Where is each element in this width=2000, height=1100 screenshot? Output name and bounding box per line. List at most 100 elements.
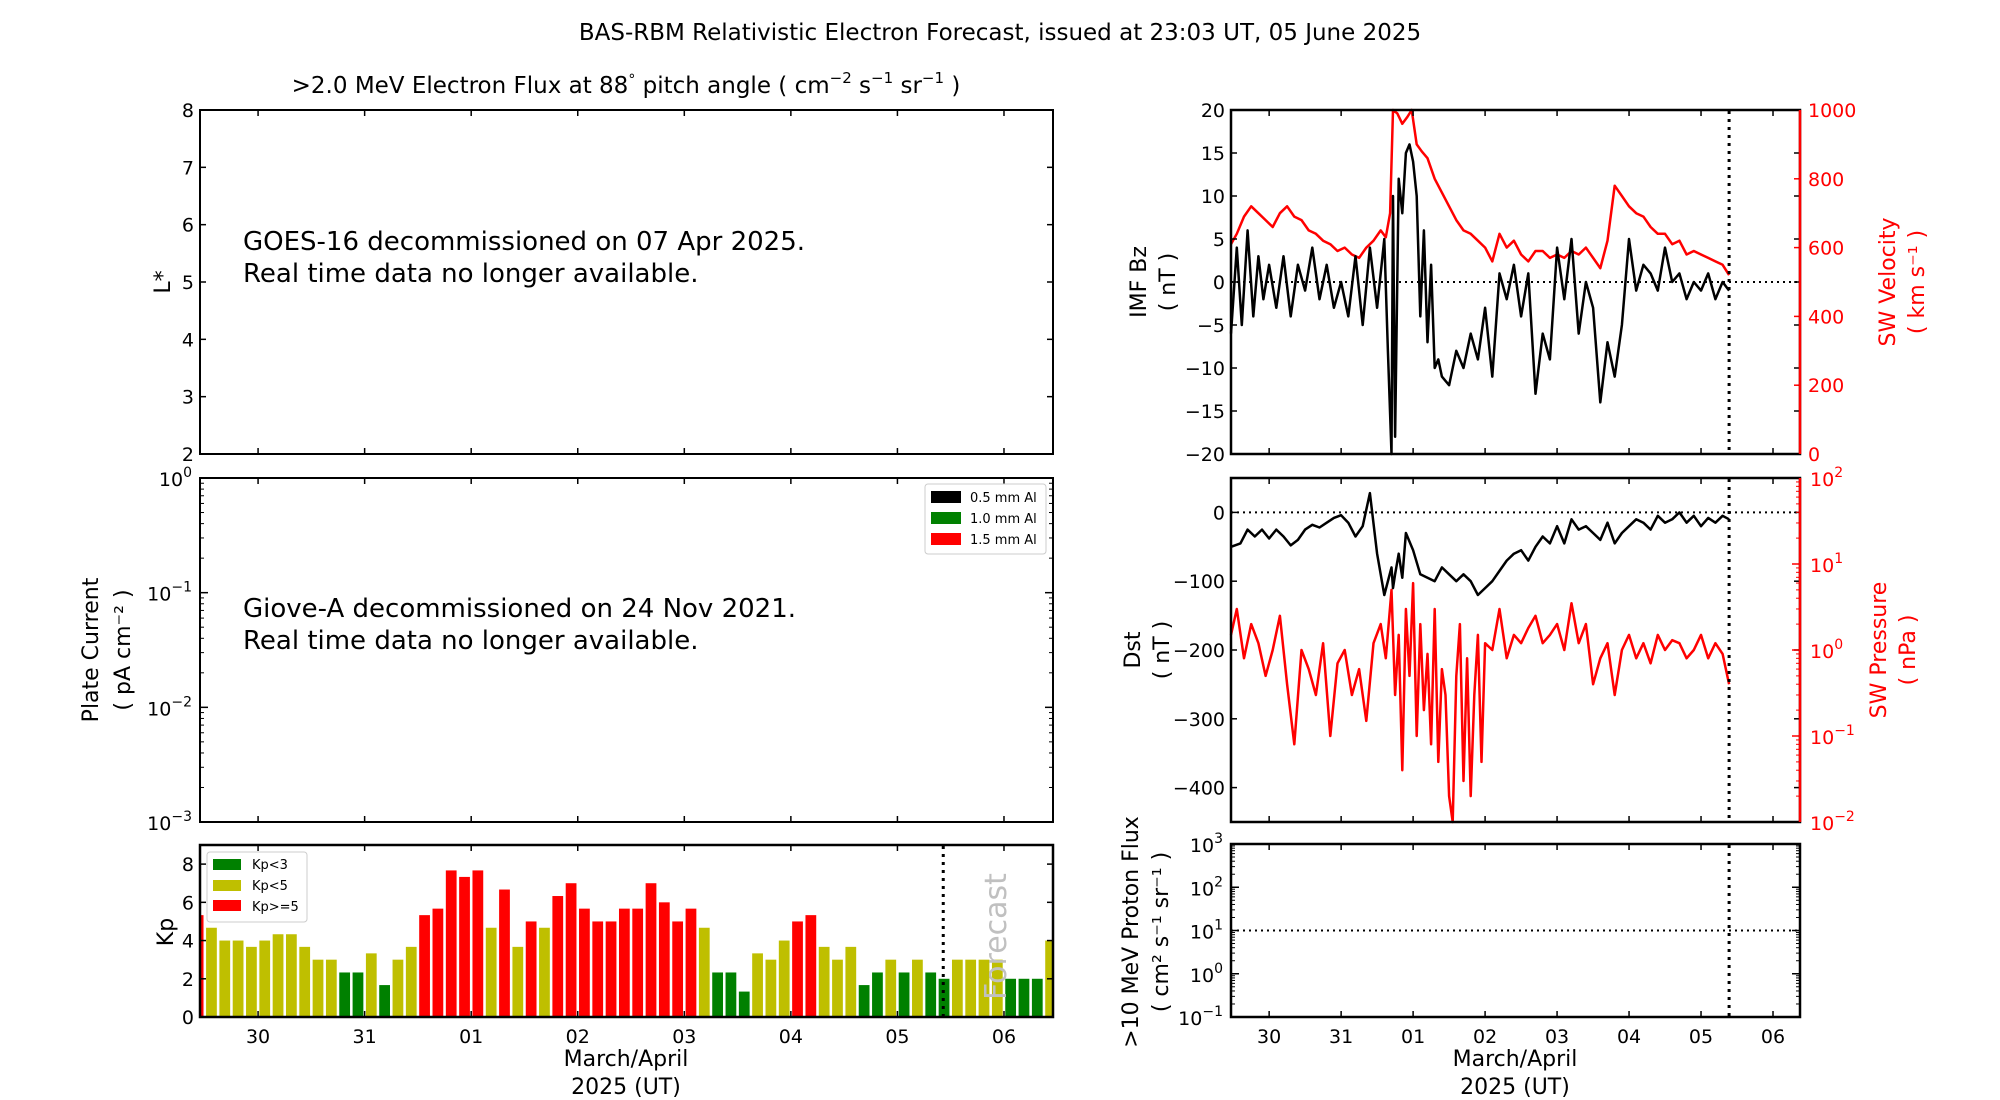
proton-flux-ytick-label: 102 [1190,874,1223,900]
sw-velocity-ytick-label: 400 [1808,306,1844,328]
kp-bar [352,972,364,1017]
electron-flux-ytick-label: 4 [182,329,194,351]
kp-xtick-label: 30 [246,1026,270,1048]
kp-bar [405,946,417,1017]
dst-ytick-label: −300 [1173,709,1225,731]
kp-bar [712,972,723,1017]
proton-flux-xtick-label: 05 [1689,1026,1713,1048]
kp-bar [206,927,217,1017]
dst-ytick-label: −100 [1173,571,1225,593]
dst-ytick-label: −400 [1173,778,1225,800]
plate-current-panel: 10−3 10−2 10−1 100 Plate Current ( pA cm⁻² … [79,465,1054,835]
kp-ytick-label: 4 [182,931,194,953]
kp-bar [259,940,271,1017]
legend-swatch-kp-mid [213,880,241,891]
legend-label-1.5mm: 1.5 mm Al [970,533,1037,548]
kp-bar [872,972,883,1017]
imf-ylabel-line1: IMF Bz [1127,246,1152,318]
kp-bar [459,876,470,1017]
kp-ytick-label: 6 [182,892,194,914]
kp-bar [379,985,390,1017]
electron-flux-ytick-label: 6 [182,215,194,237]
sw-pressure-ytick-label: 102 [1810,465,1843,491]
kp-bar [672,921,684,1017]
sw-velocity-ylabel-line2: ( km s⁻¹ ) [1905,230,1930,334]
sw-velocity-ytick-label: 0 [1808,444,1820,466]
kp-xtick-label: 01 [459,1026,483,1048]
kp-bar [219,940,231,1017]
legend-swatch-1.5mm [931,533,961,545]
imf-bz-line [1229,143,1731,456]
kp-bar [512,946,524,1017]
kp-bar [792,921,803,1017]
kp-bar [392,959,404,1017]
kp-bar [592,921,604,1017]
kp-bar [938,978,950,1017]
electron-flux-ytick-label: 5 [182,272,194,294]
kp-bar [525,921,537,1017]
legend-label-0.5mm: 0.5 mm Al [970,491,1037,506]
proton-flux-plot-area [1229,842,1802,1019]
proton-flux-panel: 30 31 01 02 03 04 05 06 10−1 100 101 102 103 >10 MeV… [1119,816,1802,1100]
kp-plot-area [198,843,1055,1019]
kp-bar [912,959,923,1017]
proton-flux-xtick-label: 03 [1545,1026,1569,1048]
kp-bar [965,959,977,1017]
electron-flux-ytick-label: 2 [182,444,194,466]
dst-line [1230,491,1730,597]
electron-flux-ylabel: L* [151,270,176,293]
kp-bar [658,902,670,1017]
kp-bar [951,959,963,1017]
legend-swatch-1.0mm [931,512,961,524]
electron-flux-ytick-label: 3 [182,387,194,409]
kp-bar [645,883,657,1017]
imf-ytick-label: −20 [1185,444,1225,466]
sw-pressure-ytick-label: 10−2 [1810,809,1855,835]
kp-bar [325,959,337,1017]
proton-flux-ytick-label: 100 [1190,961,1223,987]
electron-flux-note-line2: Real time data no longer available. [243,259,698,289]
plate-current-ytick-label: 10−1 [147,580,192,606]
kp-bar [445,870,457,1017]
legend-label-kp-high: Kp>=5 [252,900,299,915]
imf-ytick-label: 15 [1201,143,1225,165]
figure-title: BAS-RBM Relativistic Electron Forecast, … [579,20,1421,46]
proton-flux-xtick-label: 02 [1473,1026,1497,1048]
sw-velocity-ytick-label: 200 [1808,375,1844,397]
electron-flux-title: >2.0 MeV Electron Flux at 88° pitch angl… [292,69,961,99]
sw-velocity-ytick-label: 600 [1808,238,1844,260]
kp-ytick-label: 8 [182,854,194,876]
electron-flux-plot-area [199,109,1054,455]
dst-ytick-label: −200 [1173,640,1225,662]
kp-bar [978,959,990,1017]
sw-pressure-line [1229,581,1731,824]
proton-flux-xtick-label: 01 [1401,1026,1425,1048]
legend-swatch-kp-low [213,859,241,870]
kp-bar [285,934,297,1017]
legend-label-1.0mm: 1.0 mm Al [970,512,1037,527]
kp-bar [752,953,763,1017]
plate-current-ylabel-line1: Plate Current [79,577,104,722]
sw-velocity-ytick-label: 1000 [1808,100,1856,122]
kp-bar [246,946,257,1017]
kp-bar [991,959,1003,1017]
kp-bar [805,915,817,1017]
left-xlabel-line2: 2025 (UT) [571,1075,681,1100]
kp-bar [725,972,737,1017]
kp-xtick-label: 06 [992,1026,1016,1048]
imf-ytick-label: 0 [1213,272,1225,294]
kp-bar [485,927,497,1017]
kp-ytick-label: 0 [182,1007,194,1029]
legend-swatch-kp-high [213,900,241,911]
dst-ylabel-line1: Dst [1121,631,1146,668]
plate-current-legend: 0.5 mm Al 1.0 mm Al 1.5 mm Al [924,483,1047,555]
legend-label-kp-low: Kp<3 [252,858,288,873]
right-xlabel-line2: 2025 (UT) [1460,1075,1570,1100]
sw-pressure-ylabel-line1: SW Pressure [1867,582,1892,719]
dst-plot-area [1229,476,1802,824]
proton-flux-ylabel-line2: ( cm² s⁻¹ sr⁻¹ ) [1149,852,1174,1012]
kp-bar [698,927,710,1017]
kp-bar [925,972,937,1017]
kp-bar [539,927,550,1017]
